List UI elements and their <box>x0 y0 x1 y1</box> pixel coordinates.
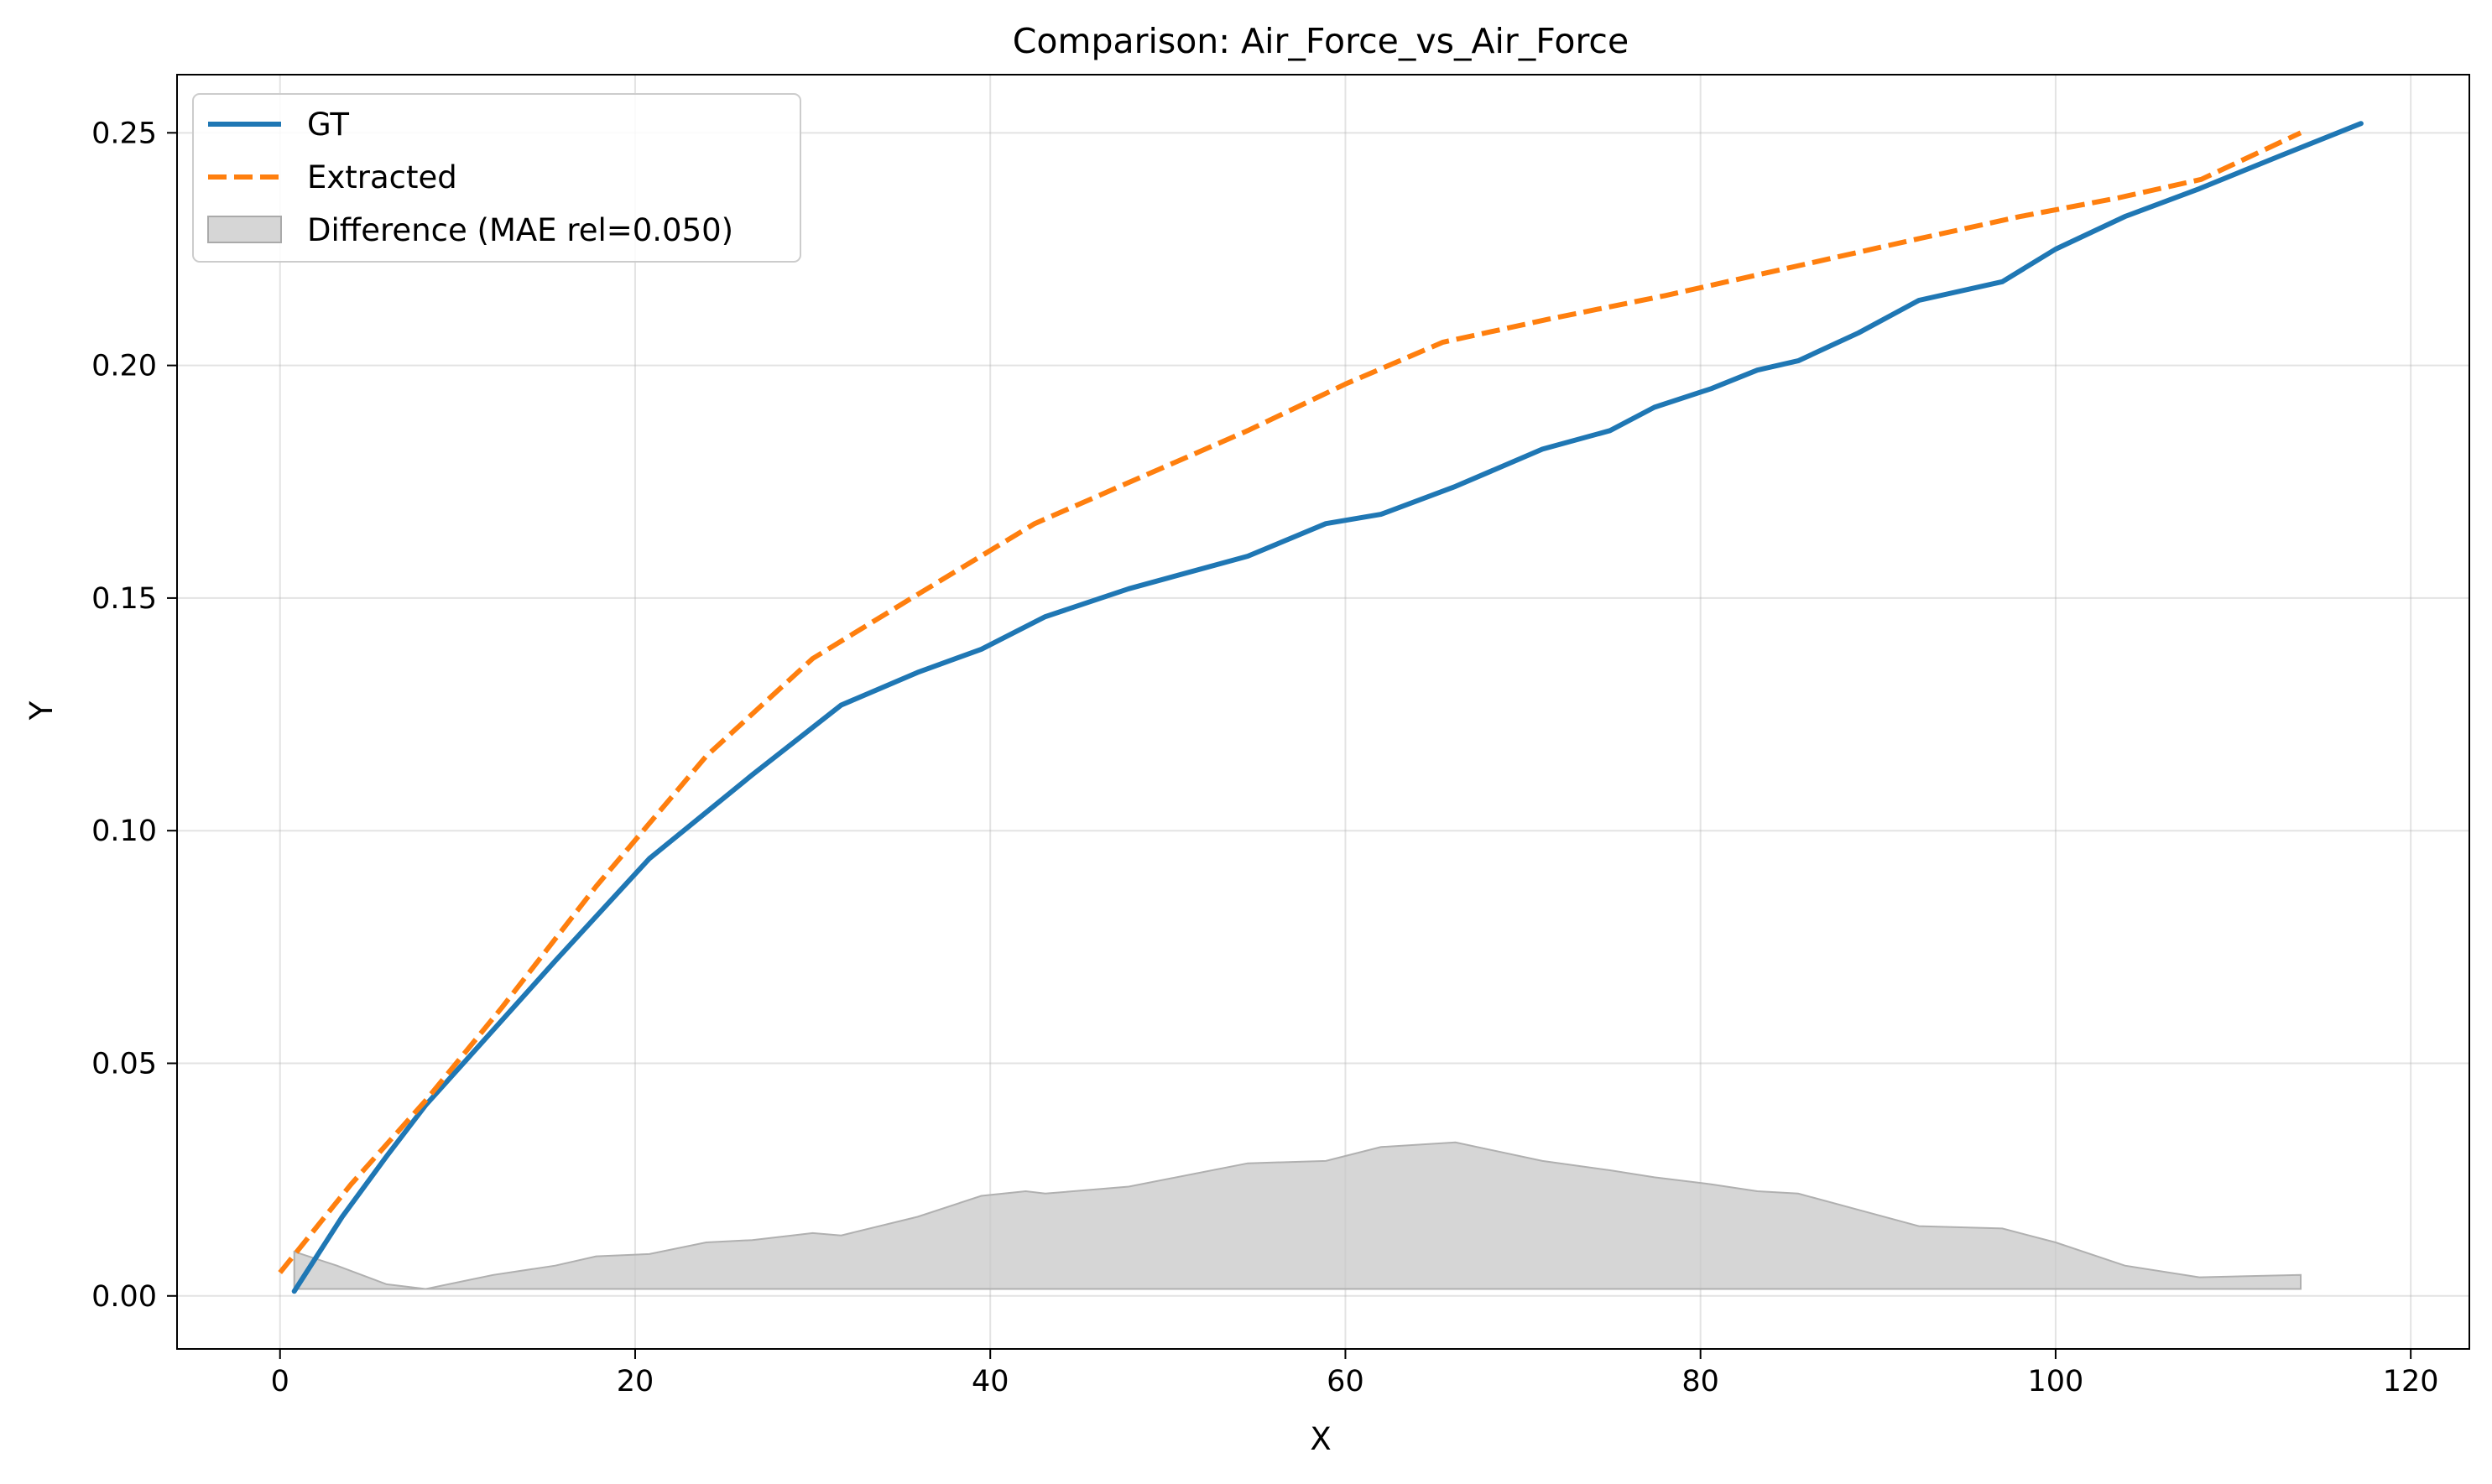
y-tick-label: 0.05 <box>91 1047 157 1080</box>
x-tick-label: 80 <box>1681 1365 1719 1398</box>
x-tick-label: 0 <box>271 1365 289 1398</box>
difference-area <box>293 1141 2302 1290</box>
difference-layer <box>293 1141 2302 1290</box>
plot-area-frame <box>176 74 2470 1350</box>
legend-label-gt: GT <box>307 107 349 143</box>
x-axis-ticks: 0 20 40 60 80 100 120 <box>271 1349 2439 1398</box>
legend-label-extracted: Extracted <box>307 159 457 195</box>
x-tick-label: 20 <box>617 1365 654 1398</box>
series-line-extracted <box>278 130 2302 1274</box>
y-tick-label: 0.20 <box>91 350 157 383</box>
x-tick-label: 40 <box>972 1365 1009 1398</box>
series-line-gt <box>291 121 2364 1294</box>
x-axis-label: X <box>1310 1421 1331 1457</box>
x-tick-label: 100 <box>2028 1365 2084 1398</box>
legend-box <box>192 93 801 263</box>
y-axis-label: Y <box>23 700 60 721</box>
y-axis-ticks: 0.00 0.05 0.10 0.15 0.20 0.25 <box>91 117 177 1314</box>
y-tick-label: 0.10 <box>91 815 157 848</box>
grid-layer <box>177 75 2469 1349</box>
x-tick-label: 60 <box>1327 1365 1364 1398</box>
x-tick-label: 120 <box>2383 1365 2439 1398</box>
legend: GT Extracted Difference (MAE rel=0.050) <box>192 93 801 263</box>
y-tick-label: 0.15 <box>91 582 157 616</box>
chart-title: Comparison: Air_Force_vs_Air_Force <box>1013 21 1629 61</box>
y-tick-label: 0.00 <box>91 1280 157 1314</box>
series-layer <box>278 121 2364 1294</box>
y-tick-label: 0.25 <box>91 117 157 150</box>
legend-label-difference: Difference (MAE rel=0.050) <box>307 212 733 248</box>
legend-swatch-difference <box>207 216 282 243</box>
